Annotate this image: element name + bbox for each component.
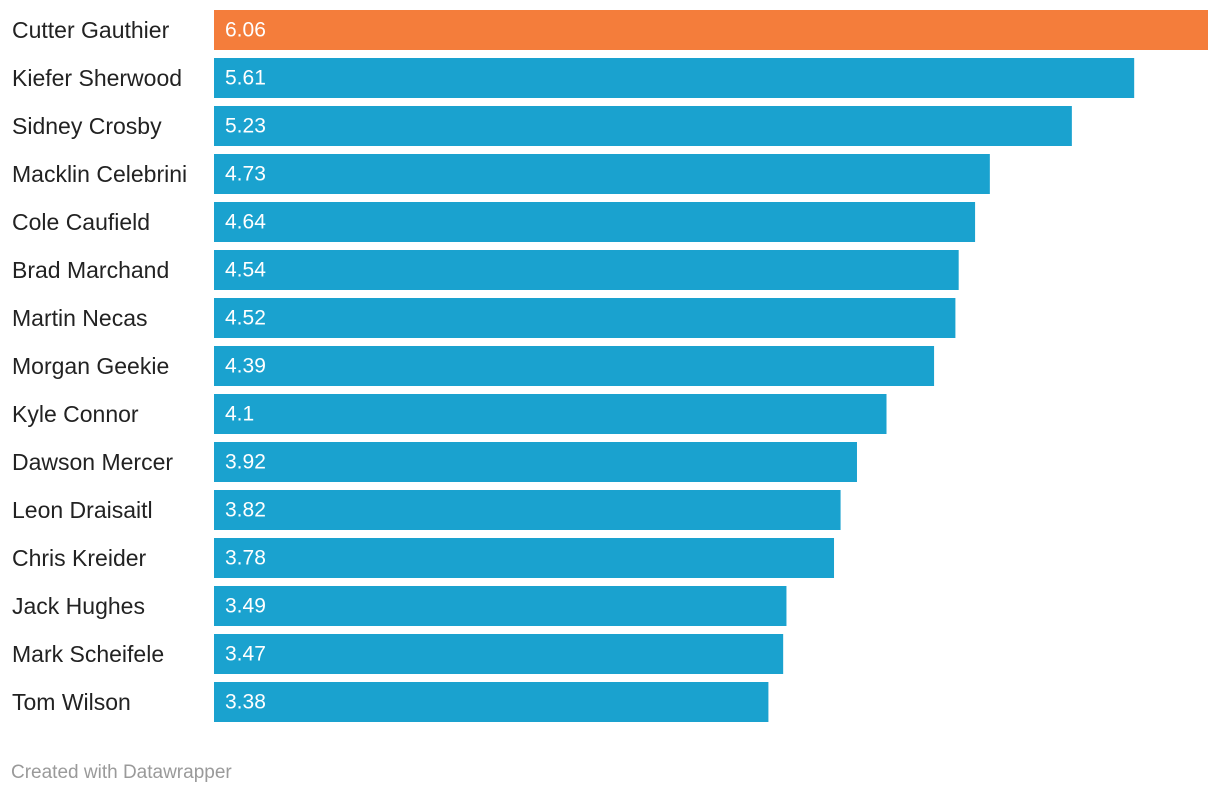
bar [214,490,841,530]
bar [214,586,787,626]
bar [214,106,1072,146]
bar-value-label: 4.64 [225,211,266,234]
bar-value-label: 4.73 [225,163,266,186]
bar [214,442,857,482]
bar [214,634,784,674]
bar [214,394,887,434]
bar-value-label: 3.82 [225,499,266,522]
category-label: Sidney Crosby [12,113,162,139]
bar [214,58,1135,98]
bar [214,202,976,242]
category-label: Cutter Gauthier [12,17,170,43]
bar-value-label: 4.39 [225,355,266,378]
bar-value-label: 3.47 [225,643,266,666]
bar-value-label: 4.1 [225,403,254,426]
bar-value-label: 3.49 [225,595,266,618]
bar-value-label: 3.78 [225,547,266,570]
bar-value-label: 4.54 [225,259,266,282]
bar-highlighted [214,10,1208,50]
category-label: Morgan Geekie [12,353,169,379]
bar [214,250,959,290]
bar [214,298,956,338]
bar-chart: Cutter Gauthier 6.06 Kiefer Sherwood 5.61 Si… [12,10,1208,722]
category-label: Brad Marchand [12,257,169,283]
category-label: Tom Wilson [12,689,131,715]
bar-value-label: 5.23 [225,115,266,138]
bar [214,346,935,386]
bar [214,154,990,194]
category-label: Chris Kreider [12,545,147,571]
category-label: Macklin Celebrini [12,161,187,187]
category-label: Martin Necas [12,305,147,331]
category-label: Kyle Connor [12,401,139,427]
bar [214,682,769,722]
bar [214,538,835,578]
category-label: Leon Draisaitl [12,497,153,523]
category-label: Jack Hughes [12,593,145,619]
bar-value-label: 6.06 [225,19,266,42]
bar-value-label: 5.61 [225,67,266,90]
category-label: Dawson Mercer [12,449,173,475]
datawrapper-credit: Created with Datawrapper [11,762,232,783]
bar-value-label: 3.38 [225,691,266,714]
category-label: Cole Caufield [12,209,150,235]
bar-value-label: 3.92 [225,451,266,474]
category-label: Kiefer Sherwood [12,65,182,91]
category-label: Mark Scheifele [12,641,164,667]
bar-value-label: 4.52 [225,307,266,330]
